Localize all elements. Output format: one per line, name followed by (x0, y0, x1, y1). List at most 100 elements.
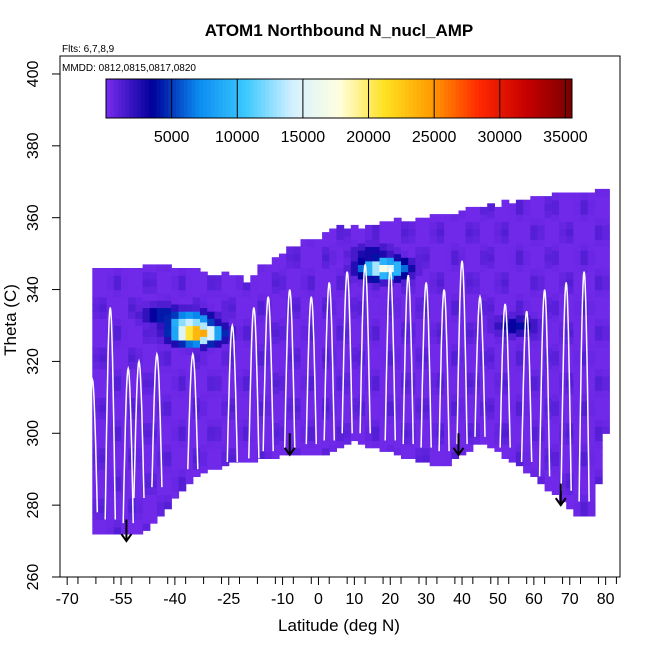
heatmap-cell (436, 451, 445, 459)
heatmap-cell (523, 400, 531, 409)
heatmap-cell (300, 253, 309, 262)
heatmap-cell (602, 347, 610, 355)
profile-track (402, 275, 414, 445)
heatmap-cell (142, 329, 151, 337)
heatmap-cell (365, 303, 373, 312)
heatmap-cell (214, 282, 223, 291)
heatmap-cell (264, 365, 273, 373)
heatmap-cell (171, 440, 180, 449)
heatmap-cell (322, 404, 330, 413)
heatmap-cell (365, 318, 373, 327)
heatmap-cell (314, 354, 323, 362)
heatmap-cell (207, 325, 215, 334)
heatmap-cell (544, 260, 553, 269)
heatmap-cell (372, 426, 381, 434)
heatmap-cell (501, 228, 510, 237)
heatmap-cell (530, 454, 539, 463)
heatmap-cell (293, 404, 302, 413)
heatmap-cell (99, 426, 108, 434)
heatmap-cell (429, 321, 438, 330)
heatmap-cell (573, 501, 582, 510)
heatmap-cell (480, 221, 488, 230)
heatmap-cell (501, 343, 510, 352)
heatmap-cell (314, 375, 323, 384)
heatmap-cell (494, 206, 503, 215)
heatmap-cell (515, 393, 524, 402)
heatmap-cell (559, 494, 567, 503)
colorbar-segment (300, 79, 305, 118)
heatmap-cell (465, 221, 474, 230)
colorbar-segment (498, 79, 503, 118)
heatmap-cell (121, 383, 129, 391)
heatmap-cell (214, 296, 223, 305)
heatmap-cell (573, 429, 582, 438)
colorbar-segment (436, 79, 441, 118)
heatmap-cell (587, 429, 596, 438)
heatmap-cell (343, 343, 352, 352)
heatmap-cell (293, 268, 302, 276)
heatmap-cell (515, 300, 524, 309)
heatmap-cell (494, 357, 503, 366)
heatmap-cell (429, 329, 438, 337)
heatmap-cell (293, 275, 302, 283)
heatmap-cell (343, 250, 352, 258)
heatmap-cell (264, 307, 273, 316)
heatmap-cell (494, 242, 503, 251)
heatmap-cell (422, 361, 431, 370)
colorbar-segment (342, 79, 348, 118)
heatmap-cell (487, 325, 495, 334)
heatmap-cell (185, 361, 194, 370)
heatmap-cell (415, 411, 424, 420)
heatmap-cell (451, 350, 460, 359)
heatmap-cell (300, 411, 309, 420)
heatmap-cell (594, 411, 603, 420)
heatmap-cell (192, 311, 201, 319)
heatmap-cell (587, 235, 596, 244)
heatmap-cell (523, 379, 531, 388)
heatmap-cell (415, 440, 424, 449)
heatmap-cell (250, 440, 259, 449)
heatmap-cell (314, 368, 323, 377)
heatmap-cell (487, 311, 495, 319)
heatmap-cell (551, 228, 560, 237)
heatmap-cell (106, 498, 115, 506)
heatmap-cell (508, 296, 517, 305)
heatmap-cell (128, 325, 136, 334)
profile-track (560, 282, 572, 491)
heatmap-cell (422, 253, 431, 262)
heatmap-cell (228, 303, 237, 312)
heatmap-cell (164, 480, 172, 488)
heatmap-cell (271, 429, 280, 438)
heatmap-cell (602, 411, 610, 420)
heatmap-cell (458, 404, 467, 413)
heatmap-cell (566, 329, 574, 337)
heatmap-cell (386, 408, 395, 416)
colorbar-segment (222, 79, 227, 118)
heatmap-cell (393, 232, 402, 240)
heatmap-cell (300, 447, 309, 456)
heatmap-cell (350, 347, 359, 355)
heatmap-cell (164, 472, 172, 481)
heatmap-cell (408, 429, 416, 438)
heatmap-cell (436, 415, 445, 424)
heatmap-cell (372, 303, 381, 312)
heatmap-cell (573, 343, 582, 352)
heatmap-cell (99, 397, 108, 406)
x-tick-label: 10 (345, 591, 363, 608)
heatmap-cell (207, 418, 215, 427)
heatmap-cell (436, 444, 445, 452)
heatmap-cell (228, 390, 237, 398)
heatmap-cell (243, 361, 251, 370)
heatmap-cell (192, 347, 201, 355)
heatmap-cell (135, 282, 144, 291)
heatmap-cell (164, 286, 172, 294)
profile-track (538, 289, 551, 477)
heatmap-cell (458, 368, 467, 377)
heatmap-cell (279, 268, 287, 276)
heatmap-cell (264, 329, 273, 337)
heatmap-cell (436, 321, 445, 330)
colorbar-segment (327, 79, 332, 118)
heatmap-cell (573, 436, 582, 445)
heatmap-cell (559, 264, 567, 273)
heatmap-cell (458, 397, 467, 406)
